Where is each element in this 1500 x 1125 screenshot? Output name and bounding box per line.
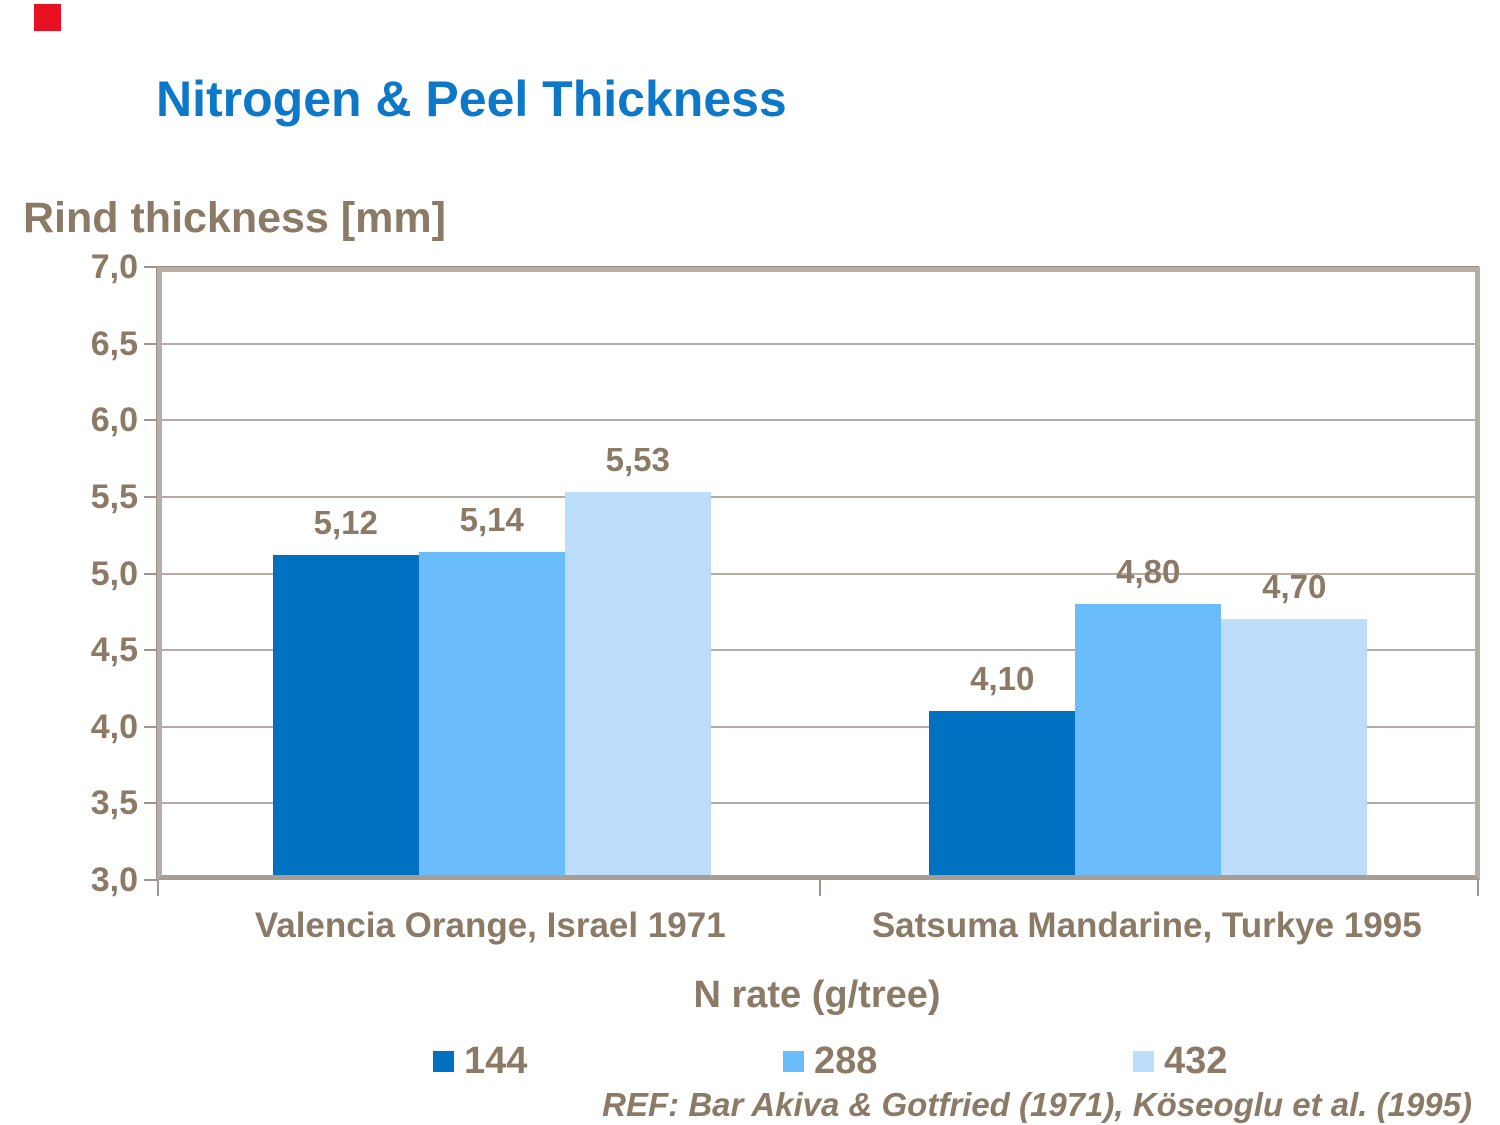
bar-144-series <box>272 555 419 875</box>
x-axis-tick-mark <box>1477 880 1479 896</box>
bar-value-label: 4,10 <box>970 660 1035 698</box>
y-axis-tick-mark <box>144 725 157 728</box>
bar-value-label: 5,14 <box>459 501 524 539</box>
category-label: Satsuma Mandarine, Turkye 1995 <box>871 906 1422 945</box>
reference-citation: REF: Bar Akiva & Gotfried (1971), Köseog… <box>602 1086 1472 1123</box>
y-axis-tick-label: 3,5 <box>90 784 138 823</box>
red-corner-marker <box>34 4 61 31</box>
y-axis-tick-label: 4,0 <box>90 707 138 746</box>
gridline <box>162 495 1475 498</box>
y-axis-tick-label: 6,0 <box>90 401 138 440</box>
y-axis-tick-mark <box>144 342 157 345</box>
bar-value-label: 5,53 <box>605 441 670 479</box>
y-axis-tick-mark <box>144 649 157 652</box>
category-label: Valencia Orange, Israel 1971 <box>254 906 726 945</box>
gridline <box>162 342 1475 345</box>
bar-value-label: 4,70 <box>1262 568 1327 606</box>
legend-swatch-icon <box>1133 1050 1154 1072</box>
y-axis-tick-label: 4,5 <box>90 631 138 670</box>
x-axis-tick-mark <box>818 880 821 896</box>
x-axis-tick-mark <box>157 880 159 896</box>
y-axis-tick-label: 5,5 <box>90 477 138 516</box>
y-axis-tick-label: 5,0 <box>90 554 138 593</box>
y-axis-tick-label: 7,0 <box>90 248 138 286</box>
bar-432-series <box>564 492 711 875</box>
y-axis-tick-mark <box>144 802 157 805</box>
legend-label: 288 <box>814 1040 878 1082</box>
legend-label: 432 <box>1164 1040 1228 1082</box>
gridline <box>162 802 1475 805</box>
y-axis-tick-mark <box>144 419 157 422</box>
legend-entry-288: 288 <box>783 1042 877 1080</box>
page-title: Nitrogen & Peel Thickness <box>156 71 787 127</box>
gridline <box>162 725 1475 728</box>
bar-288-series <box>418 552 565 875</box>
y-axis-tick-label: 6,5 <box>90 324 138 363</box>
y-axis-tick-mark <box>144 495 157 498</box>
bar-288-series <box>1075 604 1222 875</box>
gridline <box>162 572 1475 575</box>
legend-label: 144 <box>464 1040 528 1082</box>
y-axis-title: Rind thickness [mm] <box>23 194 446 242</box>
legend-entry-432: 432 <box>1133 1042 1227 1080</box>
y-axis-tick-mark <box>144 879 157 881</box>
bar-value-label: 4,80 <box>1116 553 1181 591</box>
legend-swatch-icon <box>783 1050 804 1072</box>
gridline <box>162 419 1475 422</box>
x-axis-title: N rate (g/tree) <box>693 974 941 1016</box>
y-axis-tick-mark <box>144 572 157 575</box>
bar-432-series <box>1221 619 1368 875</box>
bar-value-label: 5,12 <box>313 504 378 542</box>
legend-entry-144: 144 <box>433 1042 527 1080</box>
y-axis-tick-mark <box>144 266 157 268</box>
legend-swatch-icon <box>433 1050 454 1072</box>
bar-144-series <box>929 711 1076 875</box>
y-axis-tick-label: 3,0 <box>90 861 138 899</box>
gridline <box>162 649 1475 652</box>
